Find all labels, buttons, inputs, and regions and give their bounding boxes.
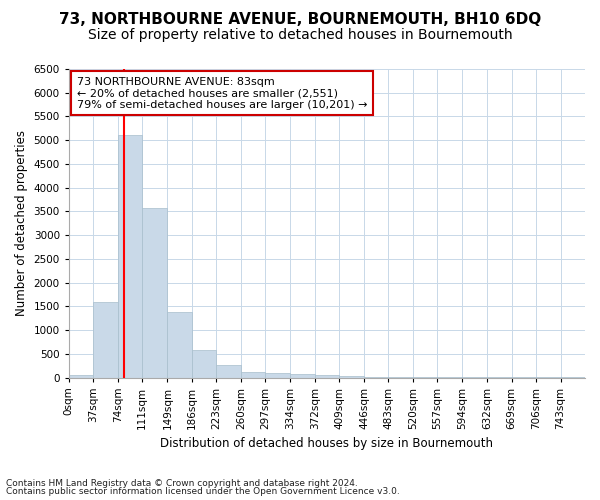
Bar — [315, 375, 340, 378]
Bar — [217, 364, 241, 378]
Bar — [290, 374, 315, 378]
X-axis label: Distribution of detached houses by size in Bournemouth: Distribution of detached houses by size … — [160, 437, 493, 450]
Bar — [364, 376, 388, 378]
Bar — [69, 375, 94, 378]
Text: Contains public sector information licensed under the Open Government Licence v3: Contains public sector information licen… — [6, 487, 400, 496]
Bar — [142, 208, 167, 378]
Y-axis label: Number of detached properties: Number of detached properties — [15, 130, 28, 316]
Text: 73, NORTHBOURNE AVENUE, BOURNEMOUTH, BH10 6DQ: 73, NORTHBOURNE AVENUE, BOURNEMOUTH, BH1… — [59, 12, 541, 28]
Text: Size of property relative to detached houses in Bournemouth: Size of property relative to detached ho… — [88, 28, 512, 42]
Bar — [340, 376, 364, 378]
Text: 73 NORTHBOURNE AVENUE: 83sqm
← 20% of detached houses are smaller (2,551)
79% of: 73 NORTHBOURNE AVENUE: 83sqm ← 20% of de… — [77, 76, 367, 110]
Bar — [94, 302, 118, 378]
Bar — [241, 372, 265, 378]
Bar — [118, 136, 142, 378]
Bar — [192, 350, 217, 378]
Bar — [167, 312, 192, 378]
Bar — [265, 373, 290, 378]
Text: Contains HM Land Registry data © Crown copyright and database right 2024.: Contains HM Land Registry data © Crown c… — [6, 478, 358, 488]
